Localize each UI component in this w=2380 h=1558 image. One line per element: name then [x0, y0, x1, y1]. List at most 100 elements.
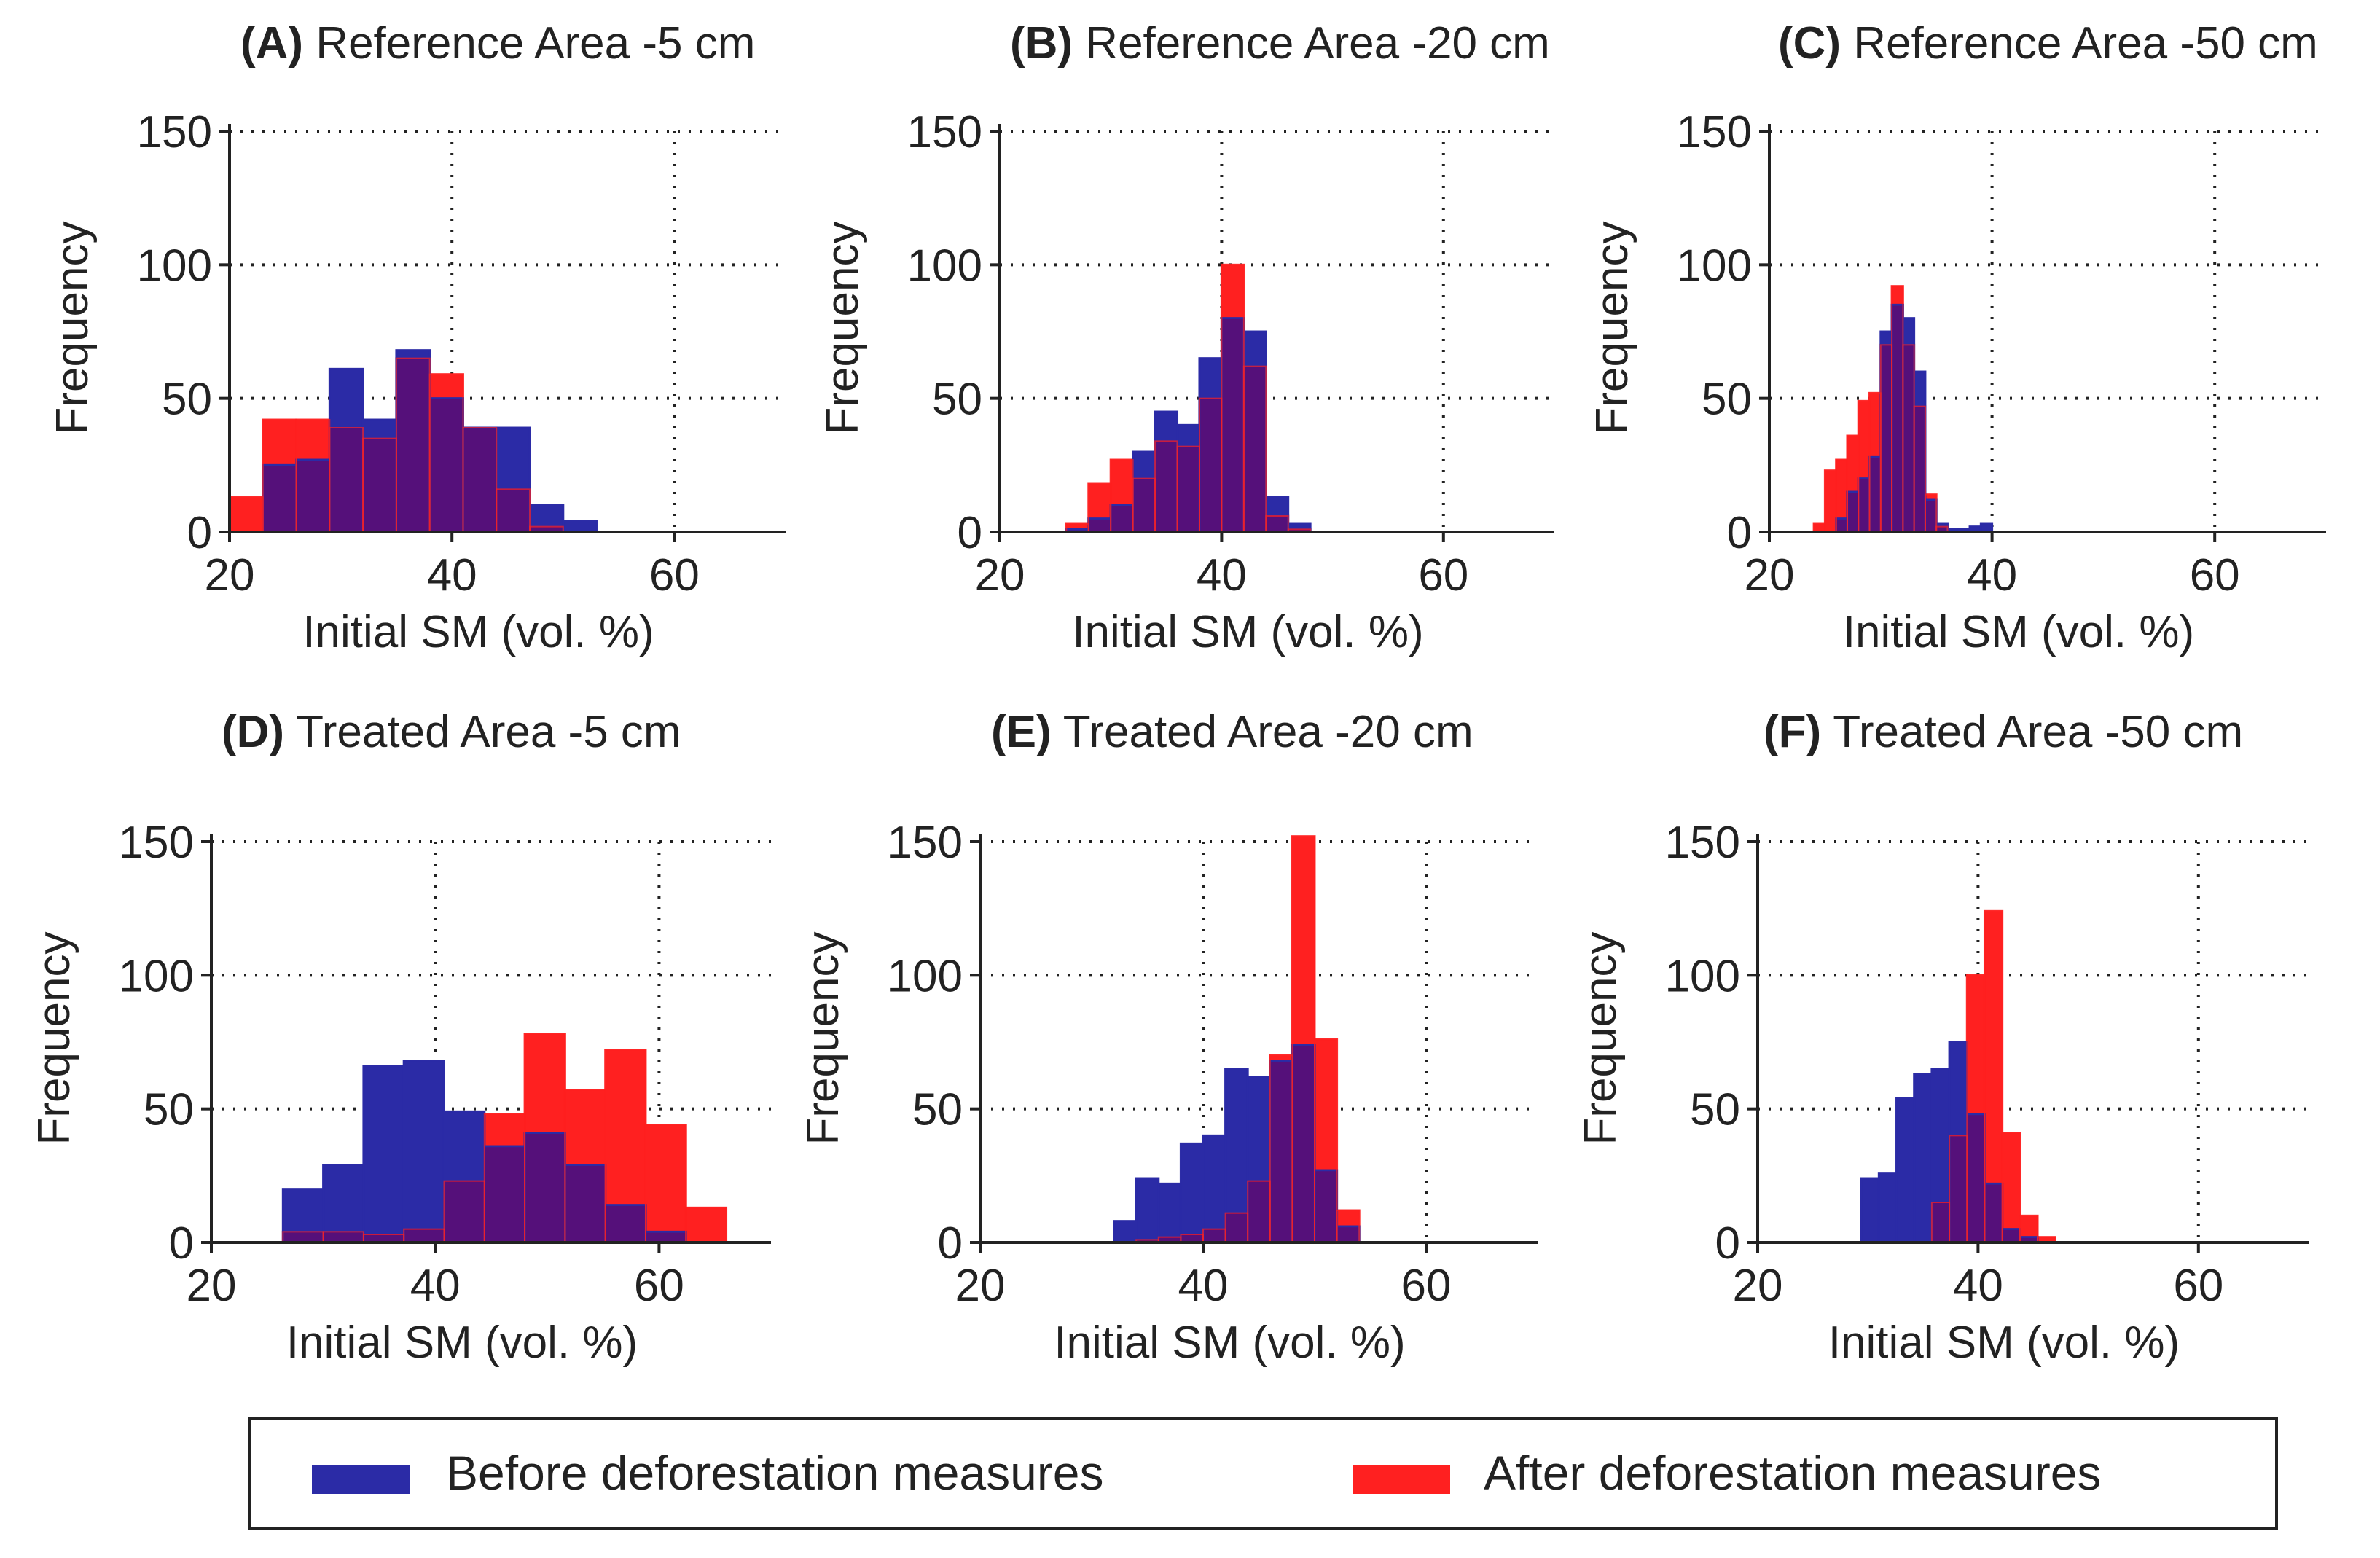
panel-e: (E) Treated Area -20 cm 0 50 100 150 20 40 60 In… — [798, 707, 1538, 1368]
panel-d-bar-overlap — [605, 1205, 646, 1242]
panel-a-bar-overlap — [396, 358, 430, 532]
panel-b-title-text: Reference Area -20 cm — [1073, 18, 1550, 68]
panel-d-bar-overlap — [645, 1232, 686, 1242]
panel-c-ytick-label: 100 — [1677, 240, 1752, 291]
panel-f-xlabel: Initial SM (vol. %) — [1828, 1318, 2180, 1368]
panel-e-bar-overlap — [1336, 1226, 1360, 1242]
legend-box — [248, 1417, 2278, 1530]
panel-d-bar-overlap — [525, 1132, 565, 1242]
panel-b-bar-overlap — [1111, 505, 1133, 532]
panel-f: (F) Treated Area -50 cm 0 50 100 150 20 40 60 In… — [1575, 707, 2309, 1368]
panel-c-xtick-label: 60 — [2190, 550, 2240, 600]
panel-c-bar-overlap — [1914, 406, 1925, 532]
panel-d-xlabel: Initial SM (vol. %) — [286, 1318, 638, 1368]
panel-e-title-text: Treated Area -20 cm — [1052, 707, 1473, 757]
panel-c-bar-overlap — [1903, 345, 1914, 532]
panel-c-bar-overlap — [1925, 500, 1937, 532]
panel-a-ylabel: Frequency — [47, 222, 98, 435]
panel-b-xtick-label: 40 — [1197, 550, 1247, 600]
panel-a-title-text: Reference Area -5 cm — [303, 18, 755, 68]
panel-a-bar-before — [562, 520, 598, 533]
panel-e-title: (E) Treated Area -20 cm — [991, 707, 1473, 757]
panel-c-title-text: Reference Area -50 cm — [1841, 18, 2318, 68]
panel-a-xtick-label: 60 — [649, 550, 700, 600]
panel-b-bar-overlap — [1088, 518, 1111, 532]
panel-b-xtick-label: 60 — [1418, 550, 1468, 600]
panel-c-bar-after — [1823, 469, 1838, 533]
panel-b-bar-overlap — [1177, 446, 1199, 532]
panel-c-xtick-label: 40 — [1967, 550, 2017, 600]
panel-b-ytick-label: 100 — [907, 240, 982, 291]
panel-e-bar-before — [1157, 1182, 1182, 1244]
panel-c-bar-overlap — [1936, 526, 1948, 532]
panel-c-bar-overlap — [1847, 492, 1859, 532]
panel-e-bar-overlap — [1203, 1229, 1226, 1242]
panel-c-bar-overlap — [1836, 518, 1847, 532]
panel-e-bar-overlap — [1225, 1213, 1248, 1242]
panel-f-bar-overlap — [2002, 1229, 2020, 1242]
panel-f-bar-overlap — [1949, 1135, 1968, 1242]
panel-d-ylabel: Frequency — [29, 932, 79, 1146]
panel-d-bar-after — [684, 1206, 728, 1244]
panel-c-ytick-label: 0 — [1727, 508, 1752, 558]
panel-f-ytick-label: 100 — [1665, 951, 1740, 1001]
panel-e-ylabel: Frequency — [798, 932, 848, 1146]
panel-f-bar-overlap — [1984, 1183, 2003, 1242]
panel-e-letter: (E) — [991, 707, 1052, 757]
panel-c-bar-overlap — [1858, 478, 1870, 532]
panel-a-bar-overlap — [363, 438, 396, 532]
panel-b-title: (B) Reference Area -20 cm — [1010, 18, 1550, 68]
panel-c-title: (C) Reference Area -50 cm — [1778, 18, 2318, 68]
panel-d-xtick-label: 20 — [187, 1261, 237, 1311]
panel-c-xtick-label: 20 — [1745, 550, 1795, 600]
panel-d-ytick-label: 100 — [119, 951, 194, 1001]
panel-a-bar-overlap — [463, 428, 497, 532]
panel-f-title: (F) Treated Area -50 cm — [1764, 707, 2243, 757]
panel-f-bar-before — [1860, 1177, 1880, 1244]
panel-d-bar-before — [322, 1164, 365, 1244]
panel-f-xtick-label: 40 — [1953, 1261, 2003, 1311]
panel-a-bar-overlap — [496, 489, 531, 532]
panel-b: (B) Reference Area -20 cm 0 50 100 150 20 40 60… — [818, 18, 1554, 657]
panel-b-bar-overlap — [1266, 516, 1288, 532]
panel-a-letter: (A) — [240, 18, 303, 68]
panel-e-xtick-label: 40 — [1178, 1261, 1229, 1311]
panel-f-title-text: Treated Area -50 cm — [1821, 707, 2243, 757]
panel-b-xlabel: Initial SM (vol. %) — [1072, 607, 1423, 657]
panel-e-bar-before — [1202, 1134, 1227, 1244]
panel-a-bar-overlap — [429, 398, 463, 532]
panel-d-letter: (D) — [222, 707, 284, 757]
panel-b-ylabel: Frequency — [818, 222, 868, 435]
panel-e-bar-overlap — [1315, 1170, 1337, 1242]
panel-b-ytick-label: 0 — [958, 508, 982, 558]
panel-d-bar-overlap — [323, 1232, 364, 1242]
panel-f-bar-before — [1877, 1172, 1898, 1244]
panel-a-bar-overlap — [530, 526, 563, 532]
panel-f-bar-overlap — [1967, 1114, 1985, 1242]
panel-c-bar-overlap — [1869, 457, 1881, 532]
panel-e-bar-overlap — [1248, 1181, 1270, 1242]
panel-a-bar-overlap — [296, 460, 330, 532]
legend-label-before: Before deforestation measures — [446, 1446, 1104, 1500]
panel-d-title: (D) Treated Area -5 cm — [222, 707, 681, 757]
panel-d-ytick-label: 150 — [119, 818, 194, 868]
panel-a-bar-overlap — [262, 465, 297, 532]
panel-d-bar-before — [402, 1060, 445, 1244]
panel-f-xtick-label: 60 — [2173, 1261, 2223, 1311]
panel-e-bar-before — [1113, 1220, 1138, 1244]
panel-e-bar-overlap — [1292, 1044, 1315, 1242]
panel-e-ytick-label: 0 — [938, 1218, 963, 1269]
panel-b-bar-overlap — [1155, 441, 1178, 532]
panel-c-ytick-label: 50 — [1702, 375, 1752, 425]
panel-f-ytick-label: 150 — [1665, 818, 1740, 868]
panel-b-bar-overlap — [1199, 398, 1222, 532]
panel-d-xtick-label: 60 — [634, 1261, 684, 1311]
panel-e-bar-before — [1179, 1142, 1205, 1244]
panel-e-ytick-label: 100 — [888, 951, 963, 1001]
panel-d-bar-overlap — [565, 1164, 606, 1242]
panels: (A) Reference Area -5 cm 0 50 100 150 20 40 60 I… — [29, 18, 2326, 1368]
panel-c-bar-overlap — [1892, 305, 1903, 532]
panel-d-xtick-label: 40 — [410, 1261, 461, 1311]
panel-e-bar-before — [1135, 1177, 1160, 1244]
